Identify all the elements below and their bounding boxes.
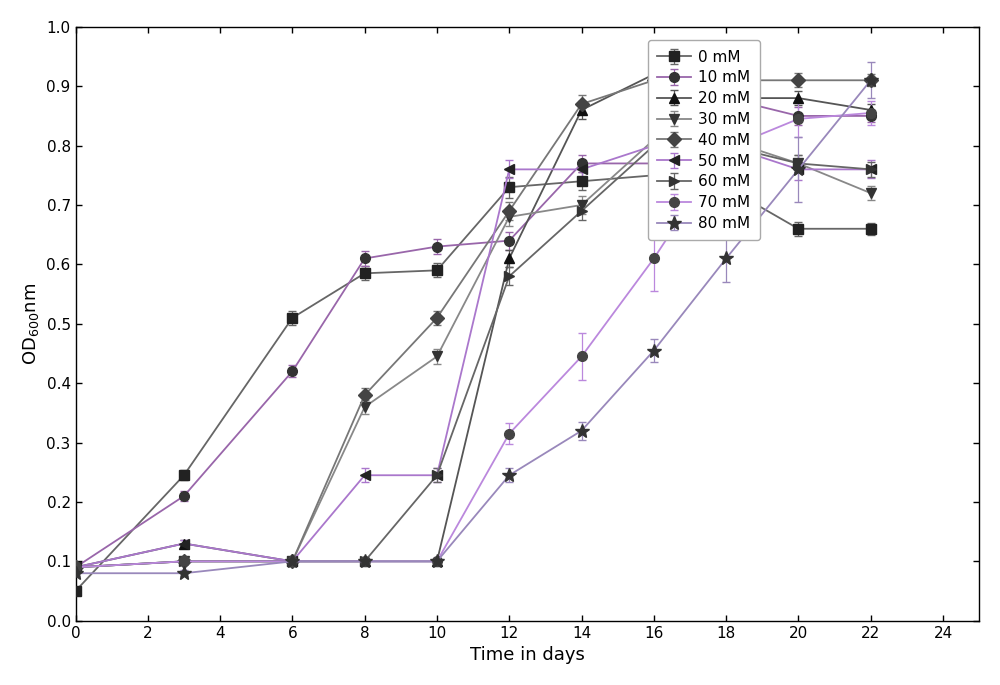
- Y-axis label: OD$_{600}$nm: OD$_{600}$nm: [21, 283, 41, 365]
- X-axis label: Time in days: Time in days: [470, 646, 585, 664]
- Legend: 0 mM, 10 mM, 20 mM, 30 mM, 40 mM, 50 mM, 60 mM, 70 mM, 80 mM: 0 mM, 10 mM, 20 mM, 30 mM, 40 mM, 50 mM,…: [648, 40, 760, 240]
